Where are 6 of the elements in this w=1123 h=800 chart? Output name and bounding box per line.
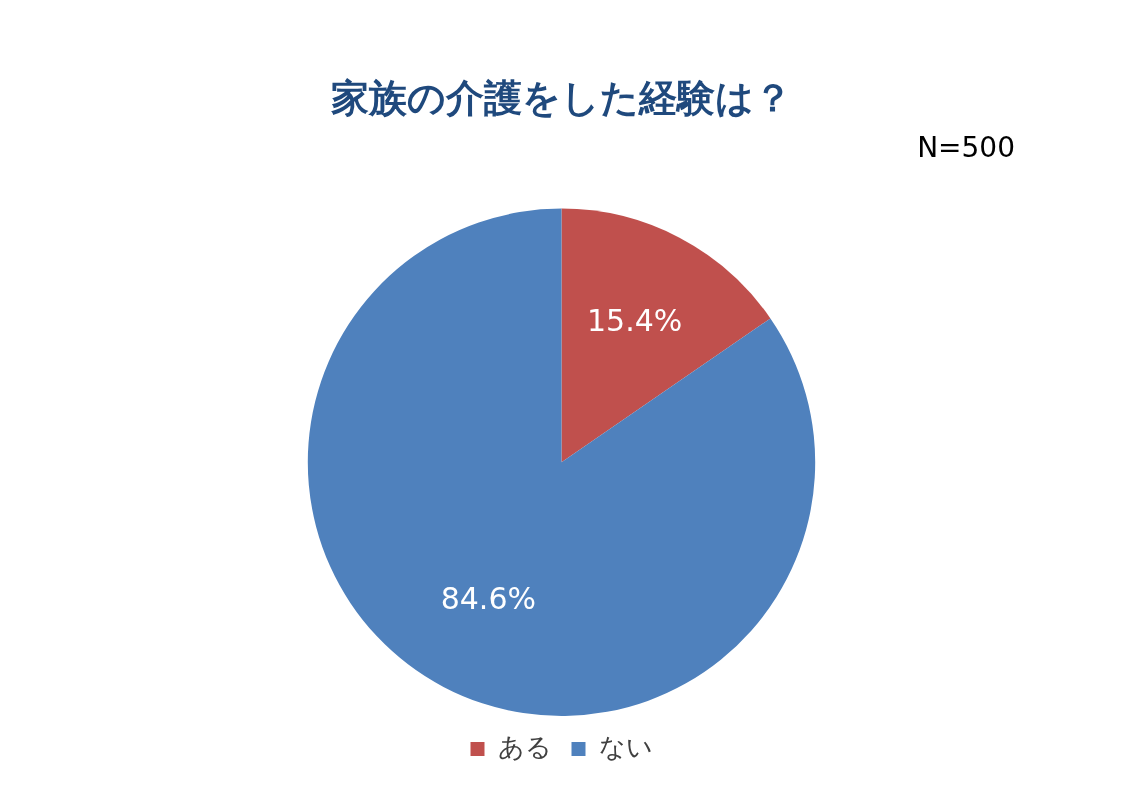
data-label: 15.4% [587,302,683,338]
legend-label: ない [598,731,653,762]
text: N=500 [917,131,1015,165]
legend-label: ある [497,731,552,762]
data-label: 84.6% [440,581,536,617]
chart-title: 家族の介護をした経験は？ [331,75,792,120]
